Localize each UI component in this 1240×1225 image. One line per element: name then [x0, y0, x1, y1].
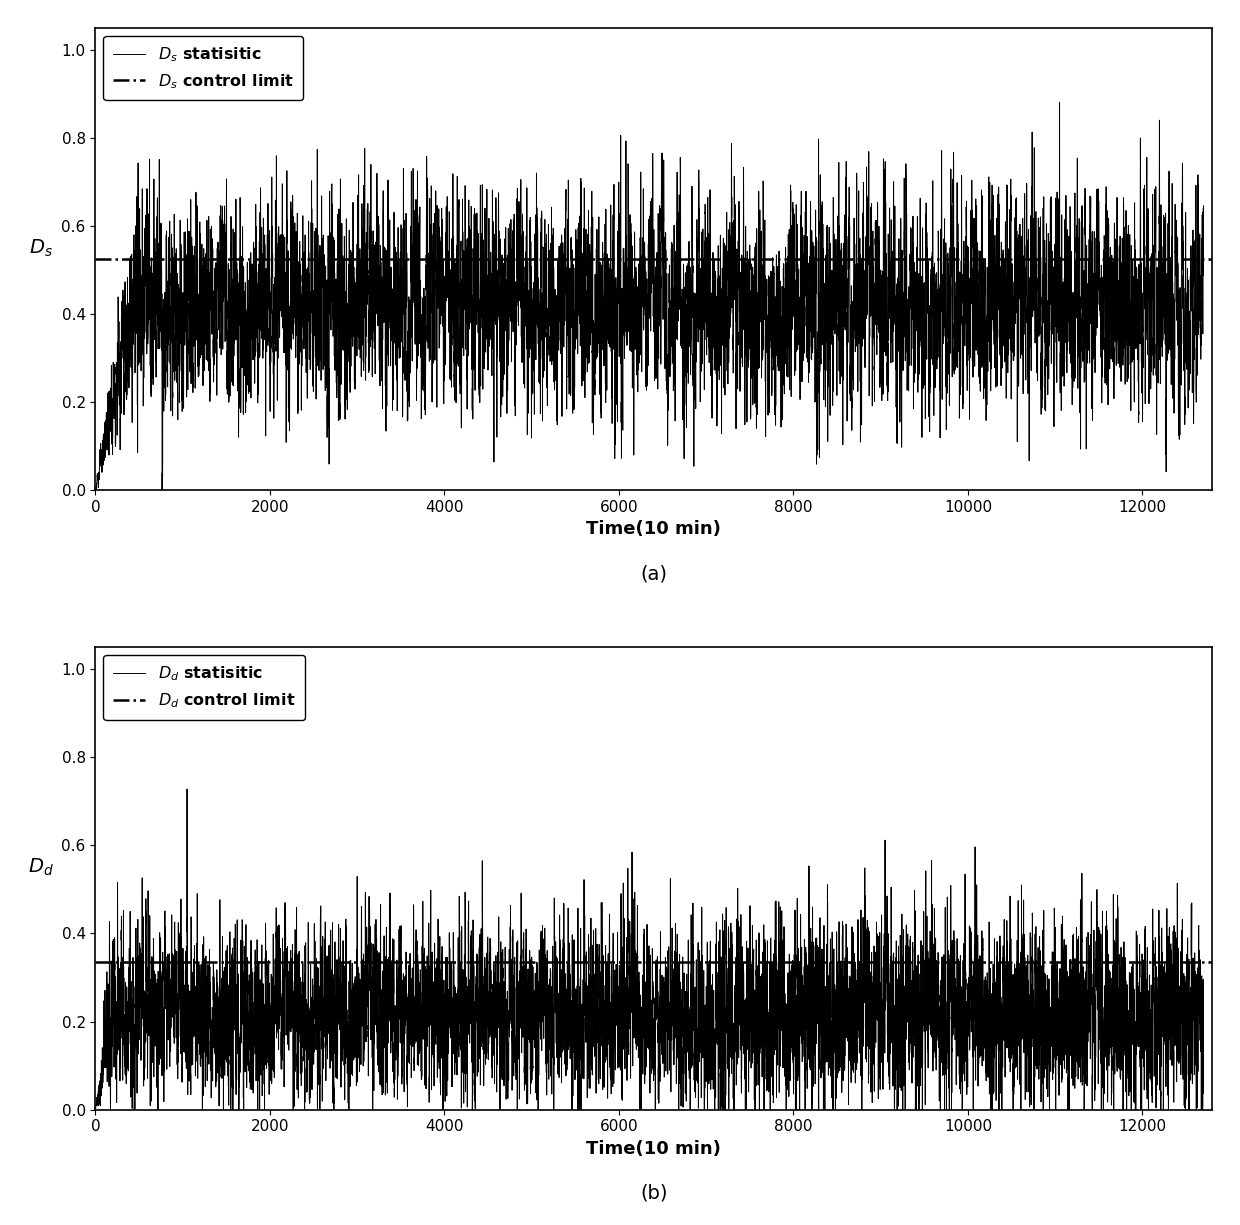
$D_s$ statisitic — [853, 350, 868, 365]
Legend: $D_s$ statisitic, $D_s$ control limit: $D_s$ statisitic, $D_s$ control limit — [103, 36, 304, 100]
$D_d$ statisitic — [959, 971, 973, 986]
$D_s$ statisitic — [959, 293, 973, 307]
Text: (b): (b) — [640, 1183, 667, 1203]
$D_s$ control limit — [88, 251, 103, 266]
$D_d$ statisitic — [206, 1039, 221, 1054]
$D_s$ statisitic — [1052, 94, 1066, 109]
$D_s$ control limit — [88, 251, 103, 266]
$D_d$ statisitic — [1197, 1085, 1211, 1100]
$D_s$ statisitic — [412, 216, 427, 230]
Line: $D_s$ statisitic: $D_s$ statisitic — [95, 102, 1204, 490]
$D_s$ statisitic — [515, 290, 529, 305]
X-axis label: Time(10 min): Time(10 min) — [587, 1140, 722, 1158]
$D_d$ statisitic — [853, 958, 868, 973]
$D_d$ control limit — [88, 954, 103, 969]
$D_d$ statisitic — [854, 1072, 869, 1087]
$D_d$ statisitic — [515, 1018, 529, 1033]
Y-axis label: $D_d$: $D_d$ — [27, 858, 53, 878]
Line: $D_d$ statisitic: $D_d$ statisitic — [95, 789, 1204, 1110]
$D_s$ statisitic — [854, 293, 869, 307]
Y-axis label: $D_s$: $D_s$ — [29, 238, 52, 258]
$D_s$ statisitic — [206, 284, 221, 299]
$D_d$ statisitic — [88, 1102, 103, 1117]
Text: (a): (a) — [640, 565, 667, 583]
$D_d$ statisitic — [412, 997, 427, 1012]
$D_d$ control limit — [88, 954, 103, 969]
$D_s$ statisitic — [88, 483, 103, 497]
X-axis label: Time(10 min): Time(10 min) — [587, 521, 722, 539]
Legend: $D_d$ statisitic, $D_d$ control limit: $D_d$ statisitic, $D_d$ control limit — [103, 655, 305, 720]
$D_s$ statisitic — [1197, 198, 1211, 213]
$D_d$ statisitic — [180, 782, 195, 796]
